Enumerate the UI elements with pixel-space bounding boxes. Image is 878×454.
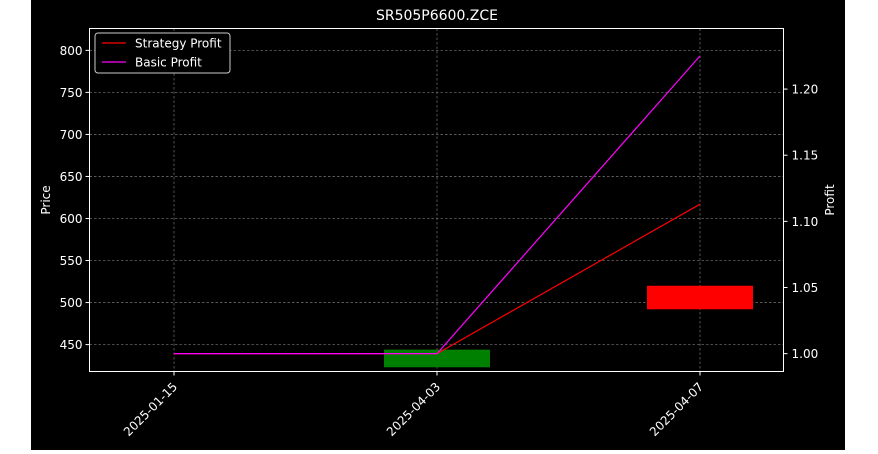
candle-bar	[647, 285, 753, 310]
price-tick-label: 550	[60, 254, 83, 268]
price-tick-label: 700	[60, 128, 83, 142]
chart-title: SR505P6600.ZCE	[376, 8, 498, 24]
profit-axis-label: Profit	[823, 184, 837, 216]
price-tick-label: 600	[60, 212, 83, 226]
price-axis-label: Price	[39, 185, 53, 214]
profit-tick-label: 1.10	[792, 215, 819, 229]
price-tick-label: 650	[60, 170, 83, 184]
series-lines	[174, 55, 701, 355]
price-tick-label: 450	[60, 338, 83, 352]
price-tick-label: 750	[60, 86, 83, 100]
profit-tick-label: 1.05	[792, 281, 819, 295]
legend: Strategy Profit Basic Profit	[94, 32, 231, 74]
price-tick-label: 500	[60, 296, 83, 310]
candle-bar	[384, 349, 490, 368]
series-line-basic-profit	[174, 55, 701, 355]
profit-axis: 1.00 1.05 1.10 1.15 1.20	[783, 83, 819, 361]
profit-tick-label: 1.20	[792, 83, 819, 97]
price-axis: 450 500 550 600 650 700 750 800	[60, 44, 90, 352]
legend-label-basic-profit: Basic Profit	[135, 56, 202, 70]
profit-tick-label: 1.15	[792, 149, 819, 163]
profit-tick-label: 1.00	[792, 347, 819, 361]
chart-background	[31, 0, 845, 450]
legend-box	[94, 32, 231, 74]
price-tick-label: 800	[60, 44, 83, 58]
legend-label-strategy-profit: Strategy Profit	[135, 37, 222, 51]
